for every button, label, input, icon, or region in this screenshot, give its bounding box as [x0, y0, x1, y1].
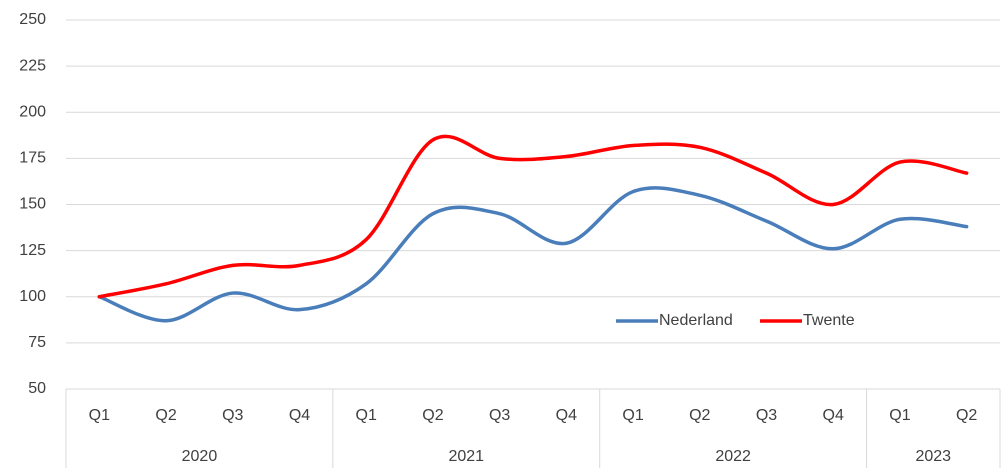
legend-label: Twente: [803, 312, 855, 329]
y-tick-label: 225: [19, 57, 46, 74]
y-tick-label: 125: [19, 242, 46, 259]
line: [97, 186, 969, 323]
x-tick-label: Q3: [222, 407, 243, 424]
x-tick-label: Q1: [356, 407, 377, 424]
x-tick-label: Q4: [823, 407, 844, 424]
x-tick-label: Q3: [489, 407, 510, 424]
x-tick-label: Q4: [289, 407, 310, 424]
y-tick-label: 250: [19, 11, 46, 28]
y-tick-label: 75: [28, 334, 46, 351]
x-tick-label: Q2: [956, 407, 977, 424]
x-group-label: 2023: [915, 448, 951, 465]
x-tick-label: Q2: [155, 407, 176, 424]
y-tick-label: 200: [19, 103, 46, 120]
x-tick-label: Q4: [556, 407, 577, 424]
x-group-label: 2021: [448, 448, 484, 465]
x-tick-label: Q1: [889, 407, 910, 424]
y-tick-label: 50: [28, 380, 46, 397]
x-group-label: 2022: [715, 448, 751, 465]
y-tick-label: 100: [19, 288, 46, 305]
x-tick-label: Q1: [622, 407, 643, 424]
x-group-label: 2020: [182, 448, 218, 465]
x-tick-label: Q2: [689, 407, 710, 424]
line: [97, 134, 969, 299]
y-tick-label: 150: [19, 196, 46, 213]
x-tick-label: Q1: [89, 407, 110, 424]
x-tick-label: Q2: [422, 407, 443, 424]
legend-label: Nederland: [659, 312, 733, 329]
x-tick-label: Q3: [756, 407, 777, 424]
y-tick-label: 175: [19, 150, 46, 167]
